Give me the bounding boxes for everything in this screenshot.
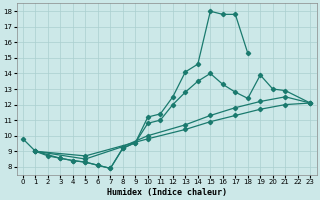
- X-axis label: Humidex (Indice chaleur): Humidex (Indice chaleur): [107, 188, 227, 197]
